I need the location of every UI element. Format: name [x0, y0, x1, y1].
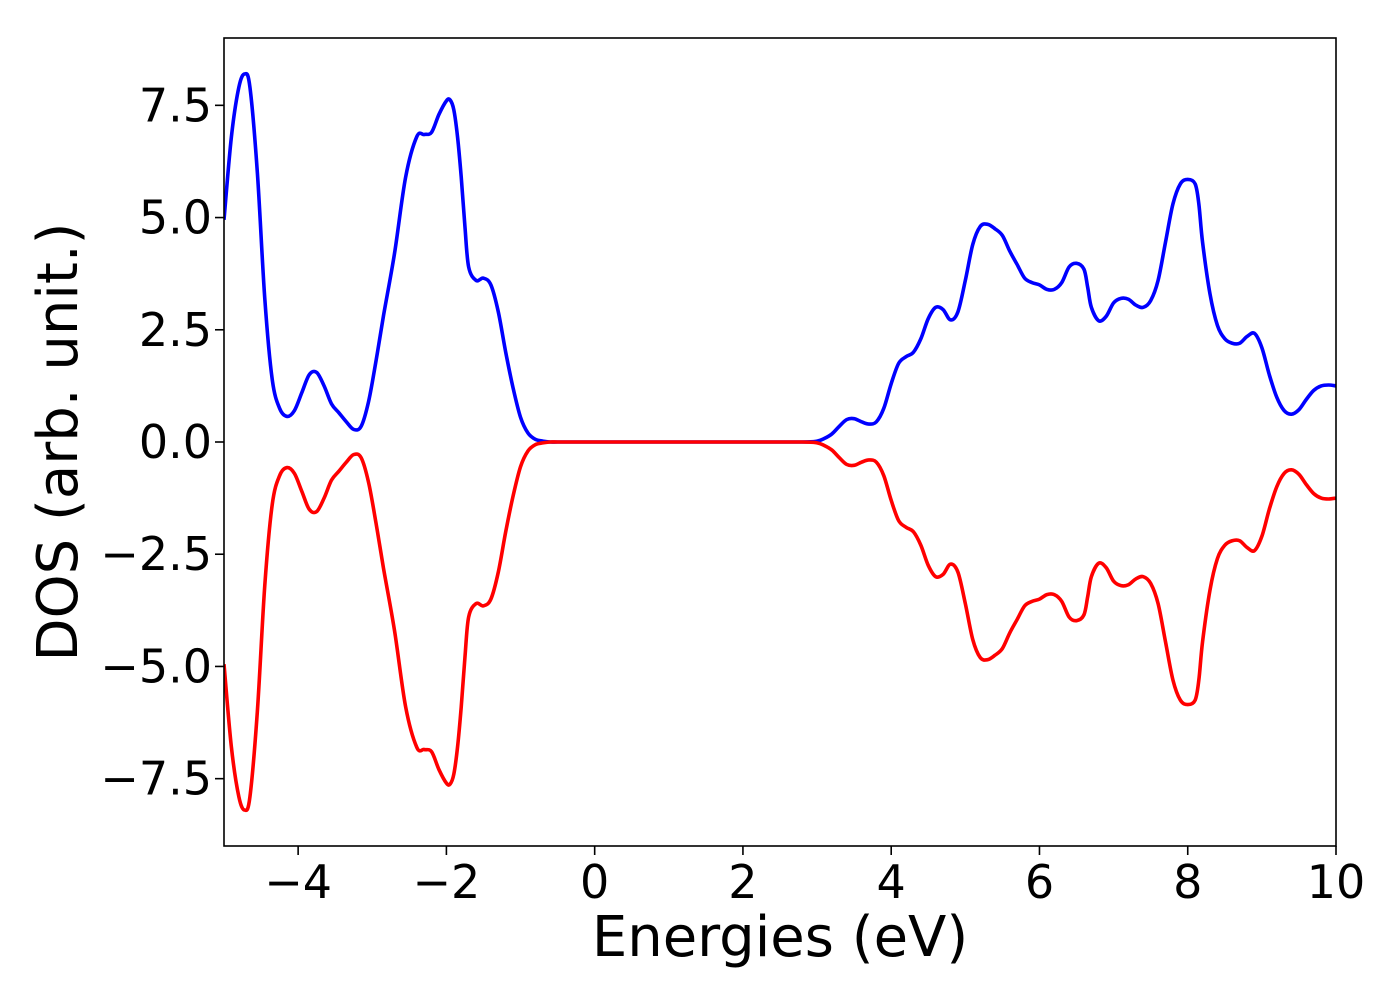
series-layer: [224, 71, 1336, 813]
dos-curve-red: [224, 440, 1336, 813]
x-tick-label: 8: [1173, 855, 1202, 909]
y-tick-label: −7.5: [100, 752, 212, 806]
dos-curve-blue: [224, 71, 1336, 444]
x-tick-label: 2: [728, 855, 757, 909]
x-tick-label: 10: [1307, 855, 1366, 909]
x-tick-label: 0: [580, 855, 609, 909]
y-tick-label: 0.0: [139, 415, 212, 469]
y-axis-label: DOS (arb. unit.): [26, 222, 91, 661]
y-tick-label: 2.5: [139, 303, 212, 357]
x-axis: −4 −2 0 2 4 6 8 10: [264, 846, 1365, 909]
x-axis-label: Energies (eV): [592, 905, 968, 970]
y-tick-label: 7.5: [139, 78, 212, 132]
y-tick-label: −5.0: [100, 639, 212, 693]
y-tick-label: 5.0: [139, 191, 212, 245]
y-tick-label: −2.5: [100, 527, 212, 581]
x-tick-label: 4: [877, 855, 906, 909]
x-tick-label: −2: [412, 855, 480, 909]
y-axis: 7.5 5.0 2.5 0.0 −2.5 −5.0 −7.5: [100, 78, 224, 806]
x-tick-label: 6: [1025, 855, 1054, 909]
x-tick-label: −4: [264, 855, 332, 909]
